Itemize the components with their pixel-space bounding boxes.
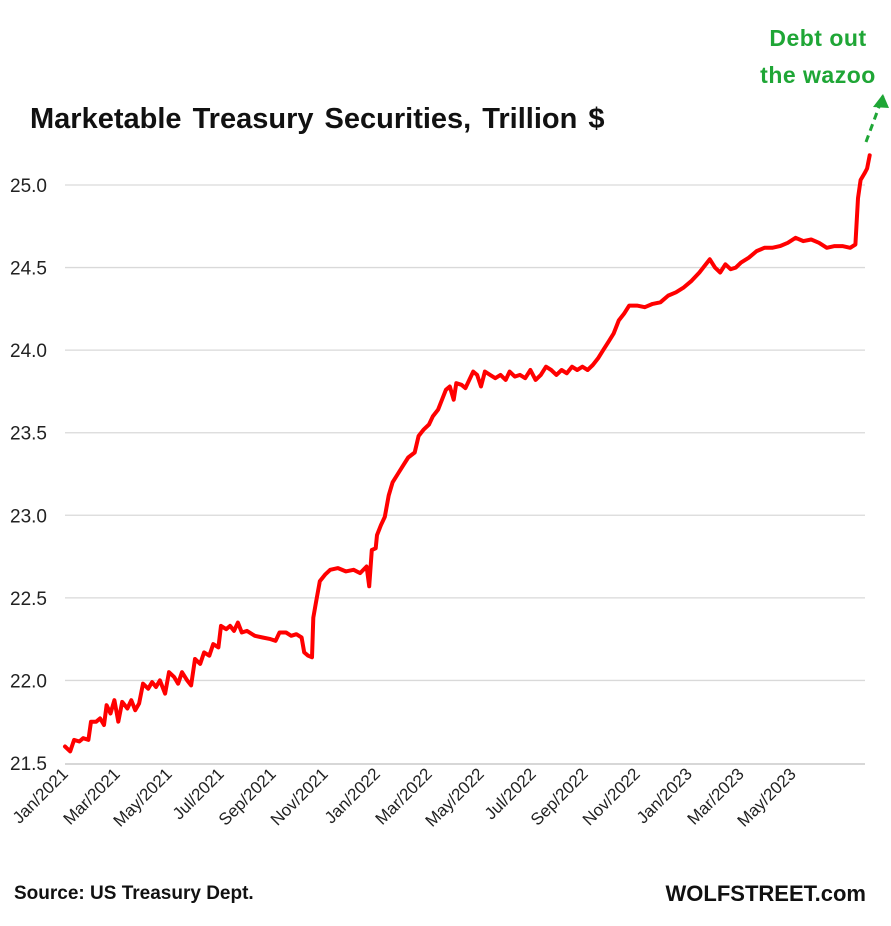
annotation-line-2: the wazoo	[760, 62, 876, 88]
y-tick-label: 25.0	[10, 176, 47, 197]
x-tick-label: Nov/2021	[267, 764, 332, 829]
y-tick-label: 22.0	[10, 671, 47, 692]
x-axis-ticks: Jan/2021Mar/2021May/2021Jul/2021Sep/2021…	[9, 764, 800, 830]
y-tick-label: 23.5	[10, 424, 47, 445]
y-tick-label: 22.5	[10, 589, 47, 610]
y-tick-label: 24.0	[10, 341, 47, 362]
brand-label: WOLFSTREET.com	[666, 881, 866, 906]
y-tick-label: 24.5	[10, 259, 47, 280]
annotation-line-1: Debt out	[769, 25, 866, 51]
annotation: Debt out the wazoo	[760, 25, 889, 143]
source-note: Source: US Treasury Dept.	[14, 883, 254, 904]
chart-title: Marketable Treasury Securities, Trillion…	[30, 103, 605, 135]
gridlines	[65, 184, 865, 682]
x-tick-label: Nov/2022	[579, 764, 644, 829]
y-tick-label: 21.5	[10, 754, 47, 775]
series-line-marketable-treasury	[63, 153, 872, 754]
y-axis-ticks: 21.5 22.0 22.5 23.0 23.5 24.0 24.5 25.0	[10, 176, 47, 775]
y-tick-label: 23.0	[10, 506, 47, 527]
annotation-arrow-head-icon	[873, 94, 889, 108]
